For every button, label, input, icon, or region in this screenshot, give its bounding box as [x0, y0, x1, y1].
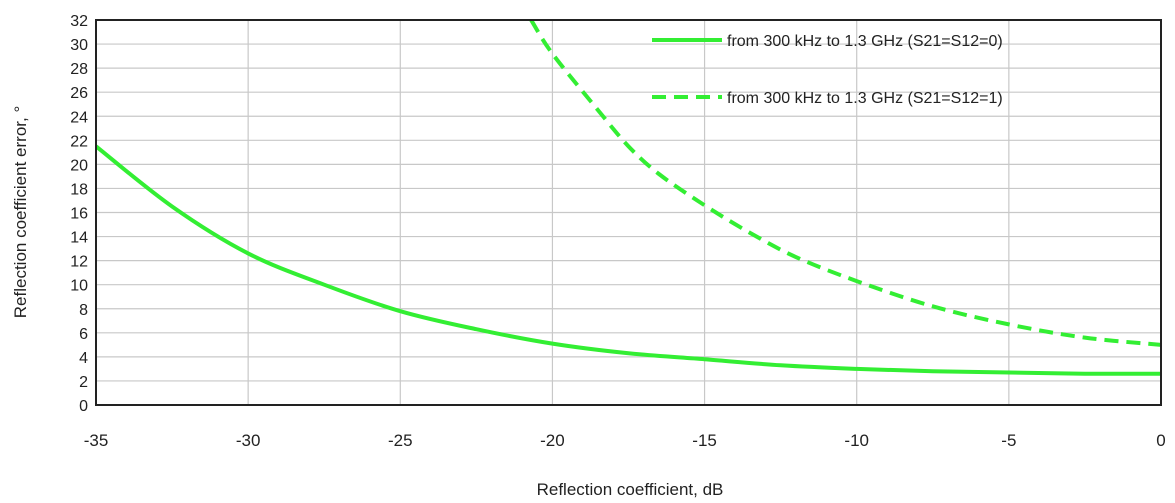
y-tick-label: 10: [70, 278, 88, 295]
y-tick-label: 30: [70, 37, 88, 54]
x-axis-title: Reflection coefficient, dB: [537, 480, 724, 499]
y-tick-label: 22: [70, 133, 88, 150]
x-tick-label: -5: [1001, 431, 1016, 450]
series-line-2: [529, 20, 1161, 347]
y-tick-label: 4: [79, 350, 88, 367]
y-axis-title: Reflection coefficient error, °: [11, 106, 30, 318]
y-tick-label: 24: [70, 109, 88, 126]
y-tick-label: 2: [79, 374, 88, 391]
legend-label-2: from 300 kHz to 1.3 GHz (S21=S12=1): [727, 90, 1003, 107]
y-tick-label: 16: [70, 206, 88, 223]
y-tick-label: 8: [79, 302, 88, 319]
y-tick-label: 26: [70, 85, 88, 102]
x-tick-label: -25: [388, 431, 413, 450]
series-line-1: [96, 144, 1161, 376]
x-tick-label: -20: [540, 431, 565, 450]
grid-lines: [95, 19, 1162, 406]
x-tick-label: -15: [692, 431, 717, 450]
y-tick-label: 18: [70, 181, 88, 198]
plot-series: [96, 20, 1161, 376]
x-axis-ticks: -35 -30 -25 -20 -15 -10 -5 0: [84, 431, 1166, 450]
legend: from 300 kHz to 1.3 GHz (S21=S12=0) from …: [652, 33, 1003, 107]
y-tick-label: 0: [79, 398, 88, 415]
y-tick-label: 12: [70, 254, 88, 271]
y-tick-label: 20: [70, 157, 88, 174]
legend-label-1: from 300 kHz to 1.3 GHz (S21=S12=0): [727, 33, 1003, 50]
x-tick-label: -35: [84, 431, 109, 450]
y-tick-label: 6: [79, 326, 88, 343]
x-tick-label: -30: [236, 431, 261, 450]
x-tick-label: -10: [844, 431, 869, 450]
plot-frame: [95, 19, 1162, 406]
y-tick-label: 32: [70, 13, 88, 30]
y-tick-label: 14: [70, 230, 88, 247]
x-tick-label: 0: [1156, 431, 1165, 450]
y-tick-label: 28: [70, 61, 88, 78]
